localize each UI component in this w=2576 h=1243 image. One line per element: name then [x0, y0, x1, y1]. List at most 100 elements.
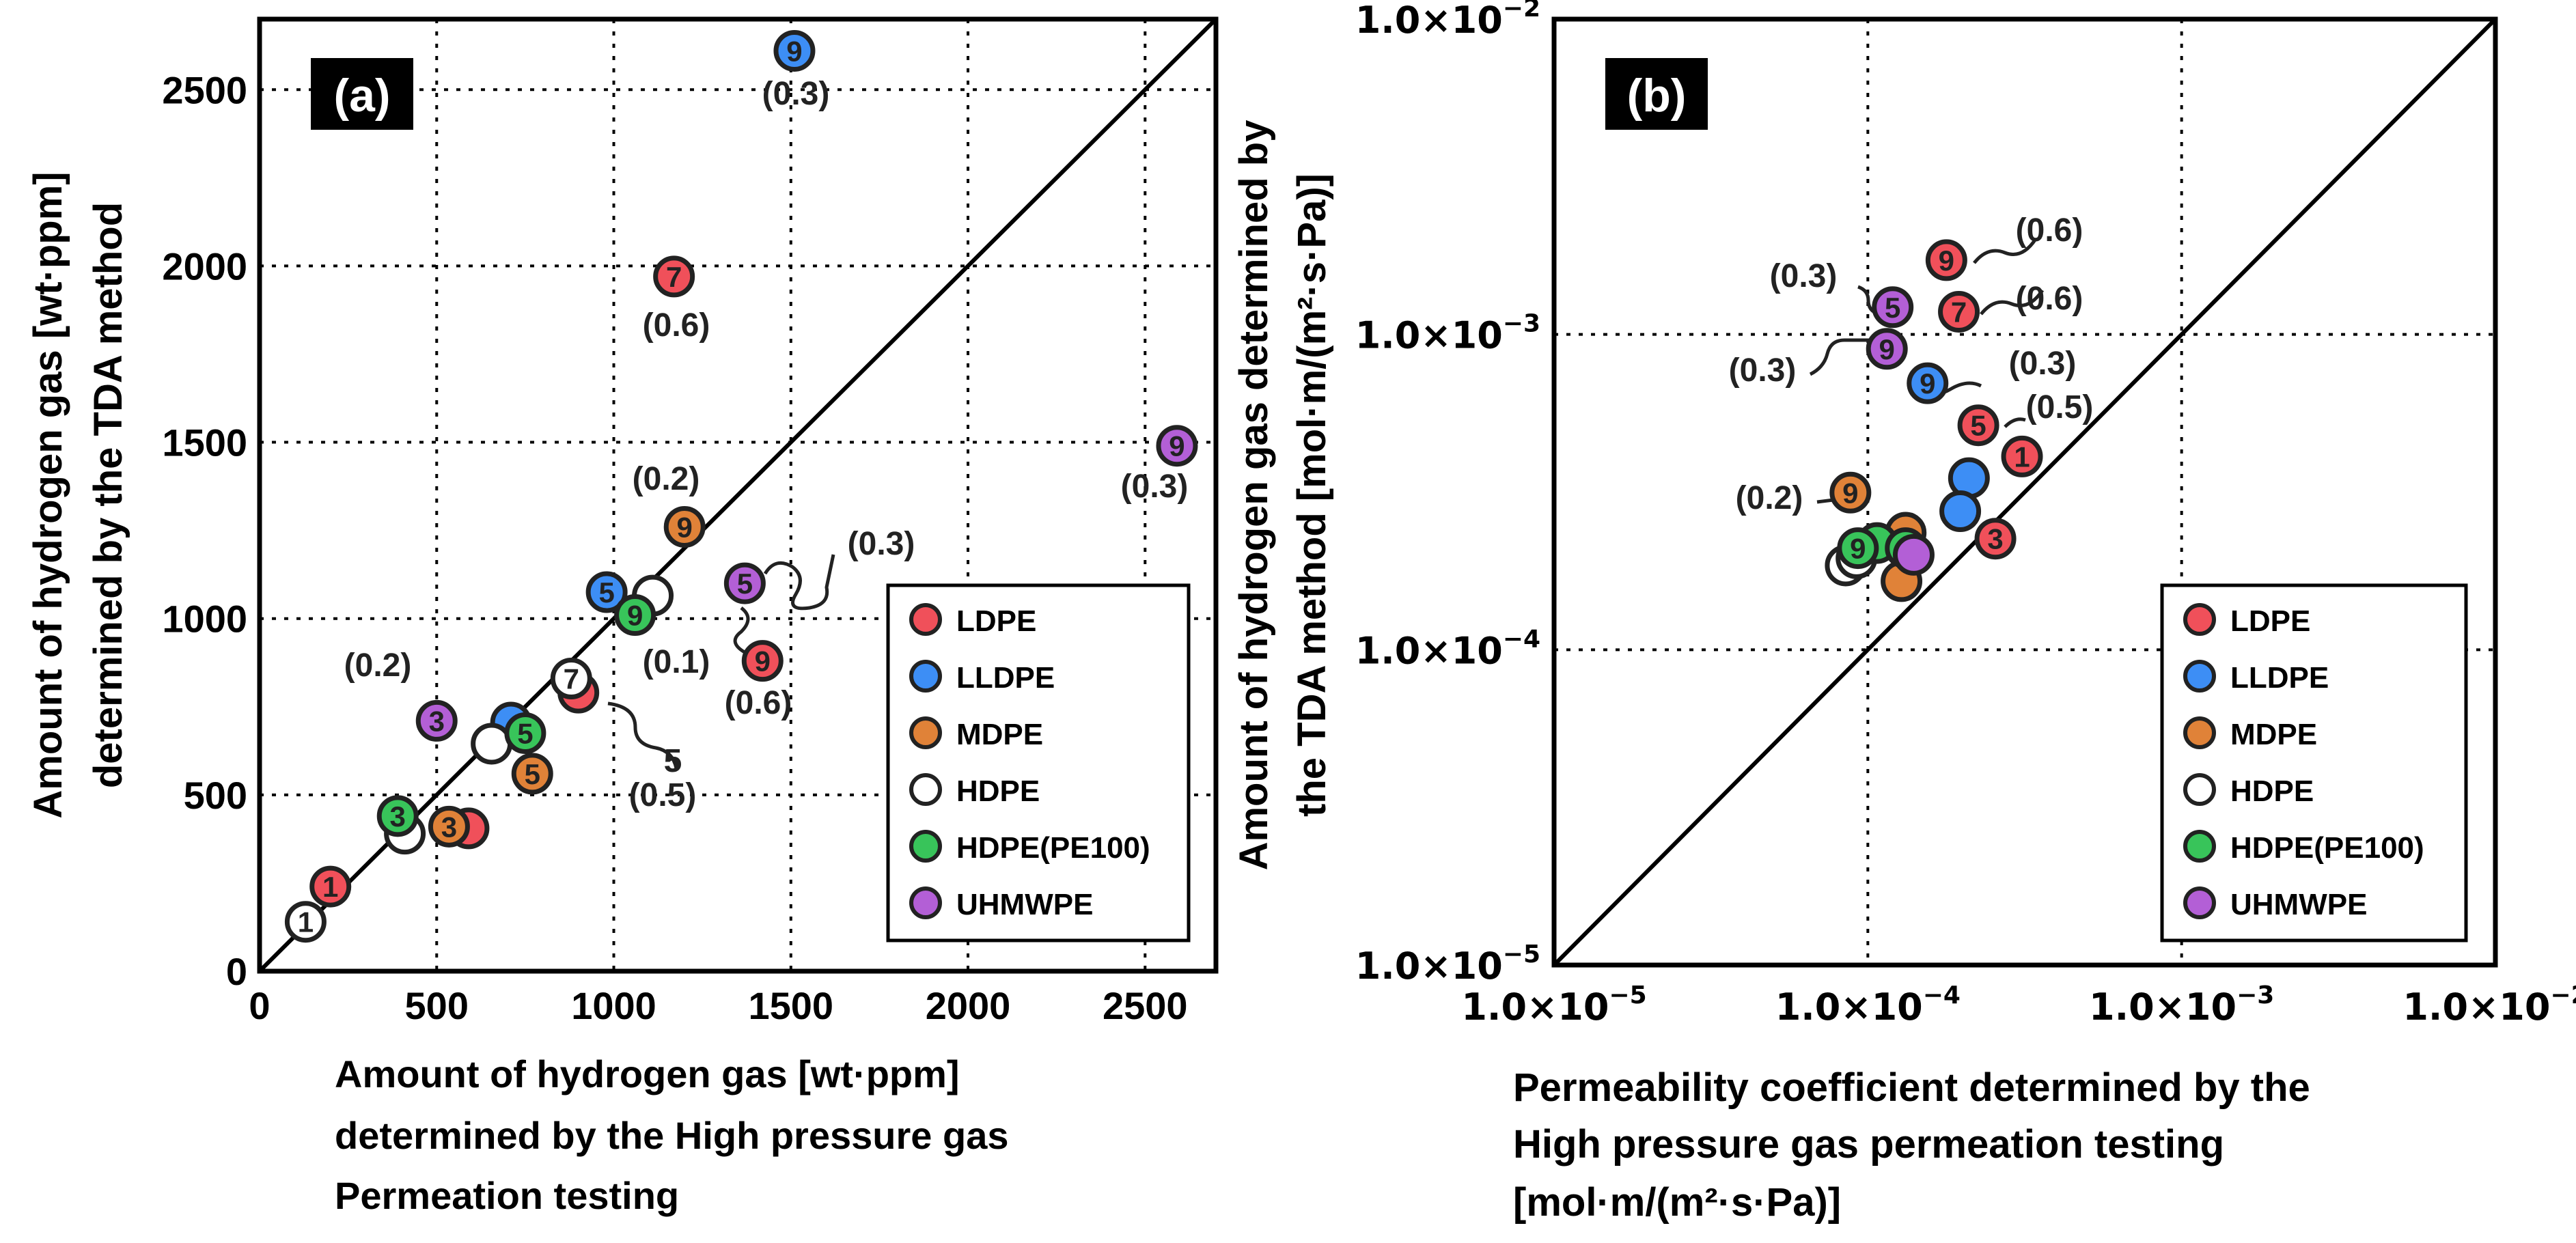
legend-marker [909, 716, 942, 749]
legend-entry-uhmwpe: UHMWPE [909, 886, 1093, 921]
point-hdpe-pe100: 9 [1837, 527, 1879, 570]
point-uhmwpe: 5 [723, 562, 766, 604]
x-tick-label: 1.0×10−5 [1461, 981, 1646, 1029]
point-hdpe: 7 [550, 657, 592, 699]
marker-label: 5 [737, 568, 753, 600]
y-tick-label: 2500 [162, 68, 247, 111]
annotation-label: (0.2) [344, 647, 412, 684]
marker-label: 9 [1842, 477, 1858, 509]
legend-marker [909, 603, 942, 636]
y-tick-label: 500 [184, 774, 247, 817]
marker-label: 5 [1885, 292, 1900, 324]
panel-label-box [1605, 58, 1708, 130]
x-axis-title-line-3: Permeation testing [335, 1174, 679, 1217]
marker-hdpe-pe100 [614, 594, 656, 637]
marker-label: 9 [786, 35, 802, 67]
panel-a: 0 500 1000 1500 2000 2500 0 500 1000 1500 2000 2500… [26, 16, 1219, 1217]
marker-label: 5 [517, 718, 533, 750]
marker-label: 3 [441, 811, 457, 843]
leader-line [1973, 238, 2038, 264]
marker-ldpe [2001, 435, 2043, 477]
legend-entry-uhmwpe: UHMWPE [2183, 886, 2367, 921]
marker-label: 9 [1169, 430, 1185, 462]
x-tick-label: 0 [249, 984, 270, 1027]
marker-ldpe [1974, 518, 2017, 560]
marker-lldpe [1939, 490, 1982, 533]
y-axis-title-line-2: determined by the TDA method [86, 202, 130, 788]
marker-uhmwpe [1872, 286, 1914, 329]
annotation-label: (0.3) [1121, 469, 1189, 505]
marker-lldpe [1907, 362, 1949, 404]
point-ldpe: 1 [2001, 435, 2043, 477]
x-tick-label: 500 [405, 984, 469, 1027]
legend-label: HDPE [956, 774, 1040, 808]
reference-line-y-equals-x [258, 17, 1218, 973]
y-tick-label: 1500 [162, 421, 247, 464]
marker-hdpe-pe100 [504, 712, 546, 754]
point-mdpe: 5 [511, 753, 553, 795]
marker-label: 9 [677, 511, 693, 543]
y-tick-label: 1.0×10−2 [1355, 0, 1540, 42]
annotation-label: (0.3) [762, 76, 830, 112]
legend-entry-ldpe: LDPE [2183, 603, 2310, 638]
legend-label: LLDPE [2230, 661, 2329, 695]
leader-line [1980, 289, 2045, 316]
annotation-label: (0.1) [643, 644, 710, 680]
annotation-label: (0.6) [2016, 281, 2083, 317]
y-tick-label: 1000 [162, 598, 247, 641]
marker-uhmwpe [1156, 425, 1198, 467]
marker-label: 1 [298, 906, 314, 938]
point-hdpe-pe100: 9 [614, 594, 656, 637]
point-ldpe: 9 [1925, 239, 1967, 281]
legend-box [2160, 583, 2468, 942]
x-tick-label: 1500 [748, 984, 833, 1027]
point-ldpe: 7 [1938, 290, 1980, 333]
marker-mdpe [1829, 471, 1872, 514]
point-uhmwpe: 9 [1866, 328, 1908, 370]
y-axis-title: Amount of hydrogen gas [wt·ppm] determin… [26, 171, 130, 818]
legend-label: LDPE [956, 604, 1036, 638]
marker-mdpe [511, 753, 553, 795]
marker-ldpe [309, 865, 352, 908]
marker-label: 9 [1939, 245, 1954, 277]
annotation-label: (0.5) [2026, 389, 2094, 425]
x-axis-title: Permeability coefficient determined by t… [1513, 1065, 2310, 1225]
marker-label: 9 [755, 645, 771, 678]
annotation-label: (0.6) [643, 307, 710, 344]
marker-lldpe [585, 571, 628, 613]
plot-frame [257, 16, 1219, 974]
marker-label: 1 [2014, 441, 2030, 473]
point-mdpe: 9 [663, 505, 706, 548]
annotation-label: (0.6) [2016, 212, 2083, 249]
legend-marker [2183, 773, 2216, 806]
legend: LDPE LLDPE MDPE HDPE HDPE(PE100) UHMWPE [886, 583, 1191, 942]
legend-marker [2183, 716, 2216, 749]
legend-entry-ldpe: LDPE [909, 603, 1036, 638]
marker-label: 7 [666, 261, 682, 293]
point-uhmwpe [1892, 533, 1935, 576]
y-tick-label: 1.0×10−5 [1355, 940, 1540, 988]
legend-entry-lldpe: LLDPE [2183, 660, 2329, 695]
legend-marker [909, 886, 942, 919]
annotations: (0.6) (0.3) (0.6) (0.3) (0.3) (0.5) (0.2) [1729, 212, 2094, 516]
marker-hdpe [471, 723, 513, 765]
marker-hdpe [284, 901, 327, 943]
marker-mdpe [428, 805, 470, 848]
point-uhmwpe: 5 [1872, 286, 1914, 329]
marker-ldpe [1938, 290, 1980, 333]
marker-uhmwpe [415, 699, 458, 742]
marker-label: 9 [1920, 367, 1935, 400]
point-uhmwpe: 9 [1156, 425, 1198, 467]
legend-label: LDPE [2230, 604, 2310, 638]
annotation-label: (0.3) [2009, 346, 2077, 382]
y-tick-label: 1.0×10−4 [1355, 625, 1540, 672]
marker-uhmwpe [1892, 533, 1935, 576]
x-axis-title-line-1: Amount of hydrogen gas [wt·ppm] [335, 1052, 960, 1095]
marker-lldpe [773, 29, 816, 72]
panel-b: 1.0×10−51.0×10−5 1.0×10−4 1.0×10−4 1.0×10−3… [1232, 0, 2576, 1225]
marker-uhmwpe [1866, 328, 1908, 370]
marker-hdpe [550, 657, 592, 699]
y-tick-label: 2000 [162, 245, 247, 288]
leader-line [733, 606, 750, 654]
